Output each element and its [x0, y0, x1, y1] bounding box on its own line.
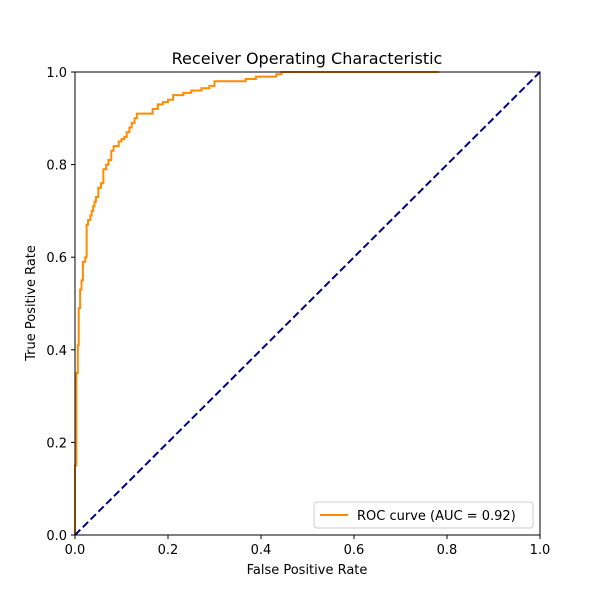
legend-label: ROC curve (AUC = 0.92) [357, 509, 516, 524]
x-tick-label: 0.8 [437, 543, 458, 558]
y-axis-label: True Positive Rate [24, 245, 39, 362]
x-tick-label: 0.0 [65, 543, 86, 558]
axis-layer: 0.0 0.2 0.4 0.6 0.8 1.0 0.0 0.2 0.4 0.6 0.8 1.0 [46, 66, 550, 558]
x-tick-label: 0.6 [344, 543, 365, 558]
plot-layer [74, 71, 541, 536]
y-tick-label: 1.0 [46, 66, 67, 81]
legend: ROC curve (AUC = 0.92) [313, 501, 534, 529]
x-tick-label: 0.2 [158, 543, 179, 558]
chart-title: Receiver Operating Characteristic [172, 49, 443, 68]
y-tick-label: 0.4 [46, 344, 67, 359]
y-tick-label: 0.0 [46, 529, 67, 544]
x-tick-label: 1.0 [530, 543, 551, 558]
y-tick-label: 0.8 [46, 159, 67, 174]
roc-curve-line [74, 71, 440, 535]
legend-box [313, 501, 534, 529]
plot-frame [74, 71, 541, 536]
x-tick-label: 0.4 [251, 543, 272, 558]
y-tick-label: 0.2 [46, 436, 67, 451]
x-axis-label: False Positive Rate [247, 563, 368, 578]
y-tick-label: 0.6 [46, 251, 67, 266]
